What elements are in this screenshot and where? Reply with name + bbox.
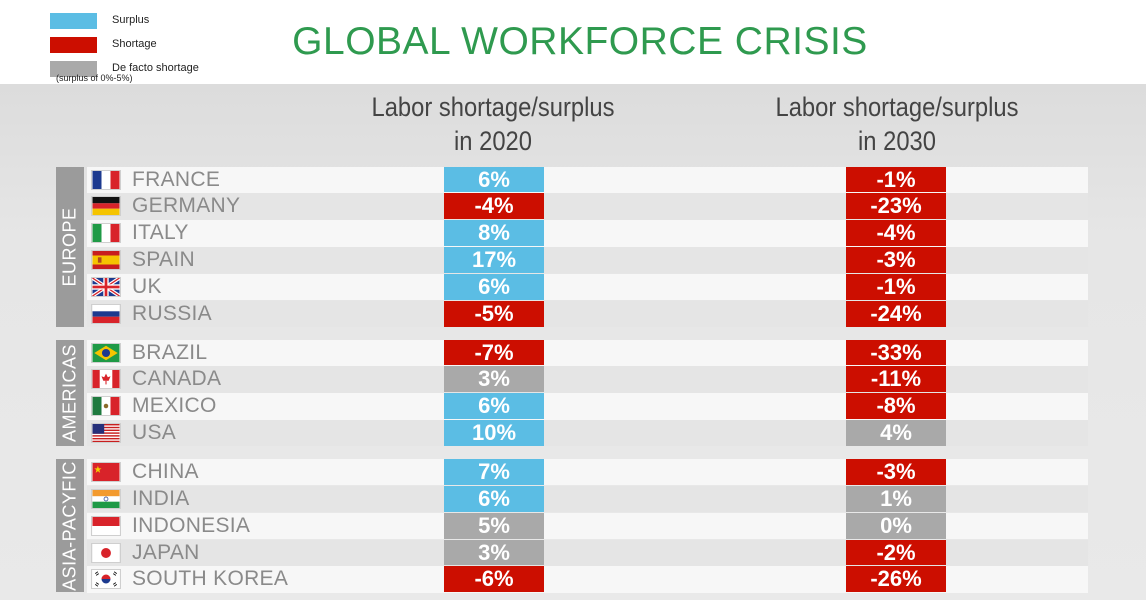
value-2020-cell: -6%	[444, 566, 544, 593]
value-2020-cell: 7%	[444, 459, 544, 485]
value-2020-cell: 10%	[444, 420, 544, 446]
value-2020-cell: 3%	[444, 366, 544, 393]
page-title: GLOBAL WORKFORCE CRISIS	[292, 20, 868, 63]
region-label-text: ASIA-PACYFIC	[59, 460, 80, 591]
uk-flag-icon	[91, 276, 121, 297]
value-2030-cell: -11%	[846, 366, 946, 393]
value-2020-cell: 3%	[444, 539, 544, 566]
legend-surplus-swatch	[50, 13, 97, 29]
value-2020-cell: 8%	[444, 220, 544, 247]
value-2020-cell: -7%	[444, 339, 544, 366]
value-2030-cell: -1%	[846, 273, 946, 300]
de-flag-icon	[91, 196, 121, 217]
value-2030-cell: -3%	[846, 459, 946, 485]
region-label-text: EUROPE	[59, 207, 80, 287]
region-label: ASIA-PACYFIC	[56, 459, 84, 593]
value-2030-cell: -23%	[846, 193, 946, 220]
it-flag-icon	[91, 223, 121, 244]
value-2030-cell: -24%	[846, 300, 946, 327]
country-name: MEXICO	[132, 394, 217, 418]
value-2030-cell: -26%	[846, 566, 946, 593]
legend-defacto-note: (surplus of 0%-5%)	[56, 73, 133, 83]
value-2020-cell: 6%	[444, 273, 544, 300]
legend-defacto-swatch	[50, 61, 97, 77]
country-name: GERMANY	[132, 194, 241, 218]
region-label: EUROPE	[56, 166, 84, 327]
value-2020-cell: -4%	[444, 193, 544, 220]
value-2030-cell: -8%	[846, 393, 946, 420]
country-name: USA	[132, 421, 177, 445]
value-2030-cell: -3%	[846, 247, 946, 273]
us-flag-icon	[91, 423, 121, 444]
in-flag-icon	[91, 488, 121, 509]
header-area	[0, 0, 1146, 84]
country-name: SOUTH KOREA	[132, 567, 289, 591]
kr-flag-icon	[91, 569, 121, 590]
country-name: INDIA	[132, 486, 190, 510]
column-header-2030: Labor shortage/surplus in 2030	[756, 90, 1038, 158]
column-header-2030-line2: in 2030	[858, 126, 936, 156]
value-2030-cell: 0%	[846, 512, 946, 539]
value-2020-cell: 5%	[444, 512, 544, 539]
value-2030-cell: -1%	[846, 166, 946, 193]
mx-flag-icon	[91, 396, 121, 417]
legend-defacto-label: De facto shortage	[112, 62, 199, 74]
fr-flag-icon	[91, 169, 121, 190]
country-name: BRAZIL	[132, 340, 208, 364]
column-header-2020-line1: Labor shortage/surplus	[371, 92, 615, 122]
country-name: JAPAN	[132, 540, 200, 564]
value-2020-cell: 6%	[444, 485, 544, 512]
jp-flag-icon	[91, 542, 121, 563]
country-name: SPAIN	[132, 248, 195, 272]
legend-surplus-label: Surplus	[112, 14, 150, 26]
legend-shortage-label: Shortage	[112, 38, 157, 50]
country-name: INDONESIA	[132, 513, 251, 537]
value-2020-cell: -5%	[444, 300, 544, 327]
ru-flag-icon	[91, 303, 121, 324]
value-2030-cell: -2%	[846, 539, 946, 566]
column-header-2020: Labor shortage/surplus in 2020	[352, 90, 634, 158]
id-flag-icon	[91, 515, 121, 536]
country-name: FRANCE	[132, 167, 221, 191]
br-flag-icon	[91, 342, 121, 363]
value-2030-cell: 1%	[846, 485, 946, 512]
country-name: CANADA	[132, 367, 222, 391]
value-2020-cell: 17%	[444, 247, 544, 273]
value-2020-cell: 6%	[444, 393, 544, 420]
ca-flag-icon	[91, 369, 121, 390]
value-2030-cell: 4%	[846, 420, 946, 446]
column-header-2020-line2: in 2020	[454, 126, 532, 156]
region-label-text: AMERICAS	[59, 343, 80, 442]
cn-flag-icon	[91, 462, 121, 482]
region-label: AMERICAS	[56, 339, 84, 446]
es-flag-icon	[91, 250, 121, 271]
country-name: ITALY	[132, 221, 189, 245]
country-name: CHINA	[132, 460, 199, 483]
legend-shortage-swatch	[50, 37, 97, 53]
column-header-2030-line1: Labor shortage/surplus	[775, 92, 1019, 122]
value-2030-cell: -4%	[846, 220, 946, 247]
value-2020-cell: 6%	[444, 166, 544, 193]
country-name: UK	[132, 274, 162, 298]
value-2030-cell: -33%	[846, 339, 946, 366]
country-name: RUSSIA	[132, 301, 212, 325]
